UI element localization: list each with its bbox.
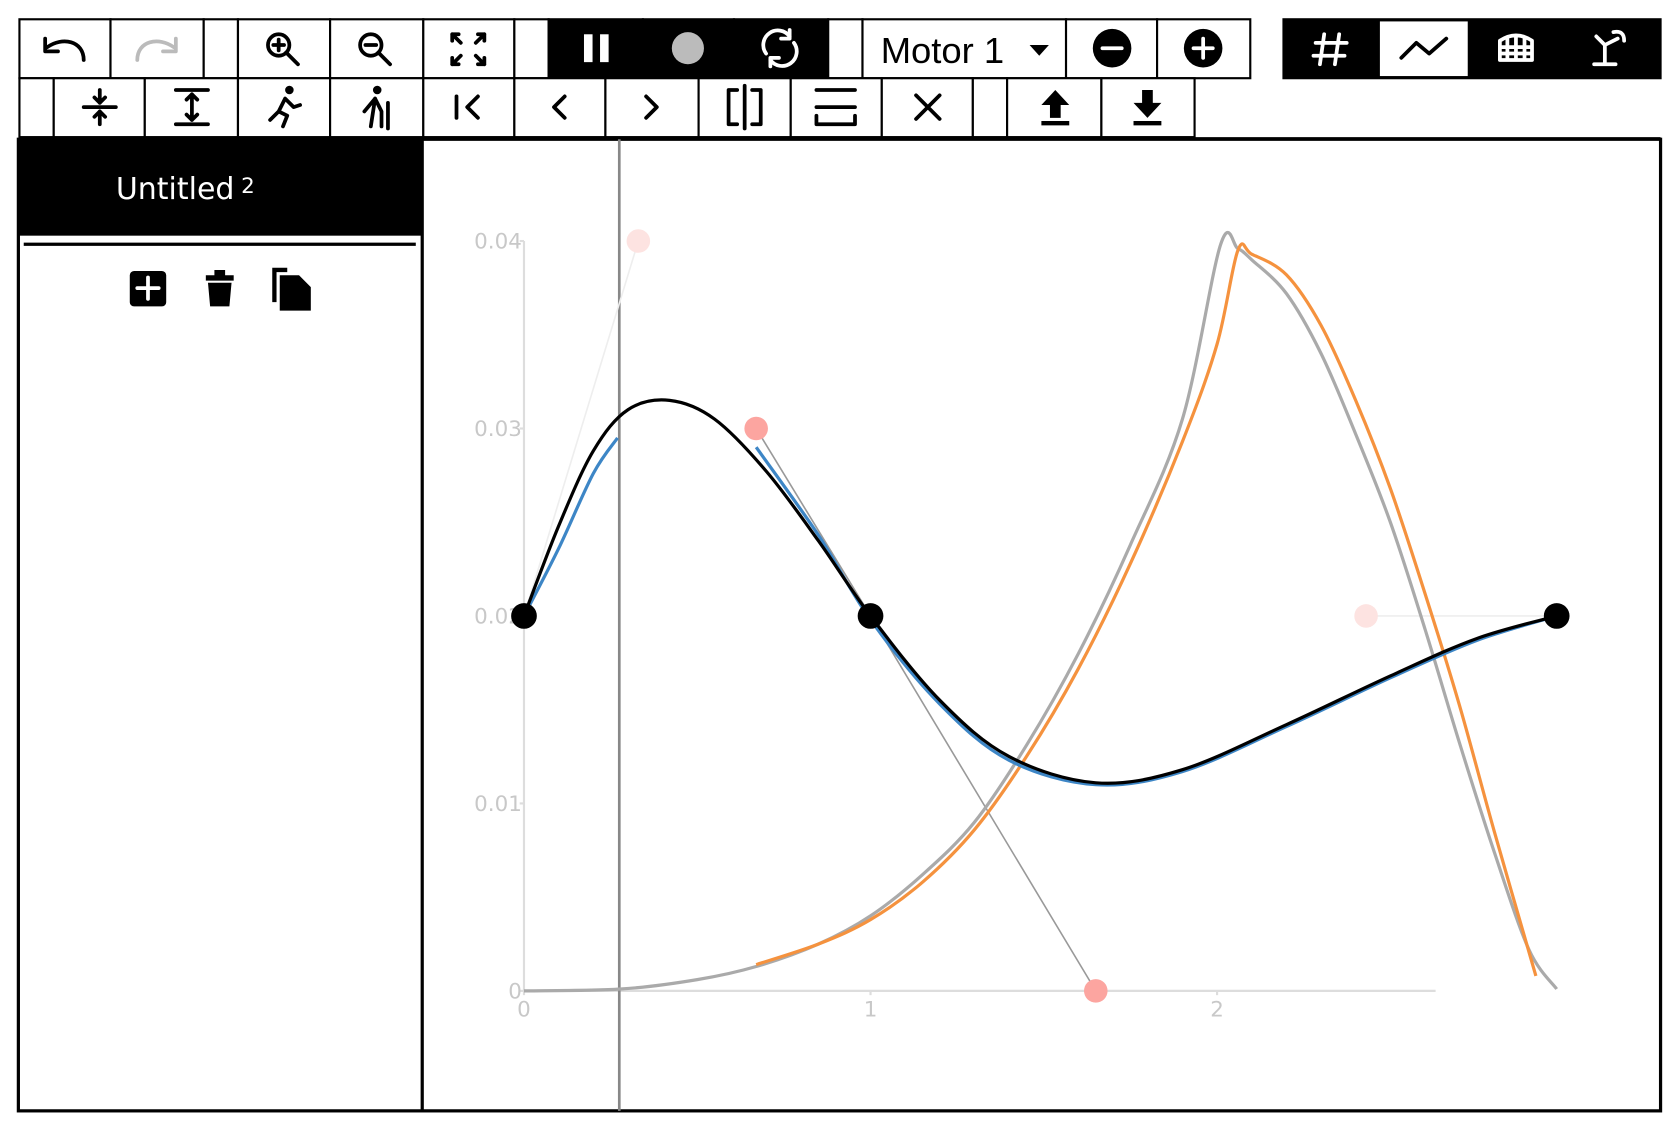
first-icon [454, 94, 480, 120]
x-tick-label: 0 [517, 998, 531, 1023]
walker-icon [372, 85, 382, 95]
toolbar-row-1: Motor 1 [18, 18, 1662, 80]
zoom-out-icon [358, 32, 384, 58]
redo-icon [135, 36, 178, 62]
compress-button[interactable] [52, 77, 146, 139]
zoom-out-icon [363, 43, 392, 67]
workspace-frame [16, 137, 1663, 1113]
compress-icon [81, 88, 118, 127]
redo-button[interactable] [109, 18, 205, 80]
handle-line [755, 428, 872, 617]
spacer [827, 18, 864, 80]
motor-select-label: Motor 1 [881, 30, 1004, 71]
fast-button[interactable] [236, 77, 332, 139]
curve [523, 230, 1558, 993]
pause-button[interactable] [547, 18, 644, 80]
add-icon [135, 275, 161, 301]
next-button[interactable] [604, 77, 700, 139]
robot-toggle-icon[interactable] [1592, 29, 1627, 67]
y-tick-label: 0.03 [474, 417, 522, 442]
next-icon [644, 94, 659, 120]
control-point [1354, 604, 1378, 628]
trash-button[interactable] [205, 269, 234, 307]
upload-icon [1041, 89, 1070, 126]
line-toggle-icon [1399, 36, 1449, 60]
flip-icon [814, 88, 857, 127]
knot [1543, 603, 1570, 629]
y-tick-label: 0 [508, 979, 522, 1004]
download-icon [1133, 89, 1162, 126]
spacer [18, 77, 55, 139]
prev-icon [552, 94, 567, 120]
spacer [971, 77, 1009, 139]
delete-icon [914, 93, 942, 121]
curve [755, 242, 1538, 977]
zoom-in-button[interactable] [236, 18, 332, 80]
x-tick-label: 2 [1210, 998, 1224, 1023]
zoom-in-icon [266, 32, 292, 58]
x-tick-label: 1 [864, 998, 878, 1023]
knot [511, 603, 537, 629]
runner-icon [268, 96, 302, 129]
sidebar: Untitled 2 [18, 139, 424, 1111]
y-tick-label: 0.04 [474, 230, 522, 255]
sidebar-header [18, 139, 423, 236]
undo-icon [43, 36, 86, 62]
curve [522, 398, 1558, 785]
handle-line [523, 240, 640, 617]
knot [857, 603, 884, 629]
control-point [1083, 979, 1108, 1003]
loop-button[interactable] [732, 18, 830, 80]
plus-icon [1191, 36, 1215, 60]
plot: 00.010.020.030.040 1 2 [474, 139, 1570, 1111]
control-point [626, 229, 651, 253]
fit-button[interactable] [422, 18, 516, 80]
zoom-out-button[interactable] [329, 18, 425, 80]
grid-toggle-icon[interactable] [1311, 32, 1349, 67]
pause-icon [600, 34, 609, 63]
spacer [513, 18, 550, 80]
toolbar-row-2 [18, 77, 1661, 140]
duplicate-button[interactable] [272, 267, 311, 311]
control-point [744, 416, 768, 441]
file-title: Untitled [116, 172, 235, 207]
runner-icon [285, 85, 294, 95]
view-toggle-group [1282, 18, 1662, 80]
fence-toggle-icon[interactable] [1498, 33, 1534, 62]
zoom-in-icon [271, 37, 300, 67]
file-badge: 2 [241, 174, 255, 199]
y-tick-label: 0.01 [474, 792, 522, 817]
record-icon [671, 32, 704, 65]
spacer [202, 18, 240, 80]
handle-line [869, 615, 1097, 992]
expand-icon [173, 88, 210, 127]
dropdown-caret [1029, 44, 1049, 56]
prev-button[interactable] [513, 77, 607, 139]
loop-icon [761, 28, 799, 69]
pause-icon [583, 34, 593, 63]
fit-icon [450, 32, 487, 67]
mirror-icon [726, 83, 763, 131]
walker-icon [362, 96, 390, 131]
undo-button[interactable] [18, 18, 112, 80]
